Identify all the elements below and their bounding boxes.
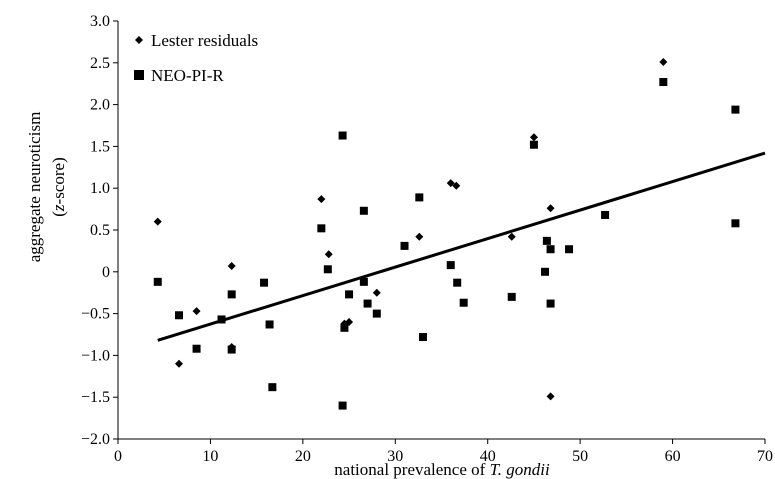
data-points bbox=[153, 57, 740, 410]
neo-pi-r-point bbox=[260, 278, 269, 287]
neo-pi-r-point bbox=[731, 105, 740, 114]
neo-pi-r-point bbox=[546, 299, 555, 308]
lester-residual-point bbox=[175, 359, 184, 368]
trend-line bbox=[157, 151, 766, 342]
x-tick-label: 0 bbox=[114, 448, 122, 465]
y-tick-label: −2.0 bbox=[81, 431, 110, 448]
legend-label: NEO-PI-R bbox=[151, 66, 224, 85]
lester-residual-point bbox=[546, 392, 555, 401]
y-axis-label-line2: (z-score) bbox=[49, 157, 68, 217]
neo-pi-r-point bbox=[359, 277, 368, 286]
neo-pi-r-point bbox=[507, 292, 516, 301]
lester-residual-point bbox=[324, 250, 333, 259]
neo-pi-r-point bbox=[659, 78, 668, 87]
y-tick-label: −1.5 bbox=[81, 389, 110, 406]
legend: Lester residuals NEO-PI-R bbox=[134, 31, 258, 85]
y-tick-label: 2.5 bbox=[90, 55, 110, 72]
neo-pi-r-point bbox=[338, 131, 347, 140]
x-tick-label: 40 bbox=[480, 448, 496, 465]
y-tick-label: 0 bbox=[102, 264, 110, 281]
legend-diamond-marker bbox=[135, 36, 143, 44]
y-axis-label-line1: aggregate neuroticism bbox=[25, 112, 44, 263]
y-tick-label: 0.5 bbox=[90, 222, 110, 239]
neo-pi-r-point bbox=[400, 241, 409, 250]
lester-residual-point bbox=[227, 261, 236, 270]
lester-residual-point bbox=[192, 307, 201, 316]
neo-pi-r-point bbox=[731, 219, 740, 228]
neo-pi-r-point bbox=[459, 298, 468, 307]
legend-square-marker bbox=[134, 70, 144, 80]
neo-pi-r-point bbox=[323, 265, 332, 274]
legend-label: Lester residuals bbox=[151, 31, 258, 50]
neo-pi-r-point bbox=[265, 320, 274, 329]
neo-pi-r-point bbox=[227, 290, 236, 299]
neo-pi-r-point bbox=[217, 315, 226, 324]
neo-pi-r-point bbox=[317, 224, 326, 233]
neo-pi-r-point bbox=[529, 140, 538, 149]
x-axis-label: national prevalence of T. gondii bbox=[334, 460, 550, 479]
neo-pi-r-point bbox=[546, 245, 555, 254]
lester-residual-point bbox=[372, 288, 381, 297]
lester-residual-point bbox=[659, 57, 668, 66]
neo-pi-r-point bbox=[359, 206, 368, 215]
neo-pi-r-point bbox=[415, 193, 424, 202]
y-tick-label: 1.5 bbox=[90, 138, 110, 155]
y-tick-labels: 3.0 2.5 2.0 1.5 1.0 0.5 0 −0.5 −1.0 −1.5 −2.0 bbox=[81, 13, 110, 448]
neo-pi-r-point bbox=[175, 311, 184, 320]
lester-residual-point bbox=[153, 217, 162, 226]
y-tick-label: 1.0 bbox=[90, 180, 110, 197]
lester-residual-point bbox=[507, 232, 516, 241]
lester-residual-point bbox=[546, 204, 555, 213]
neo-pi-r-point bbox=[363, 299, 372, 308]
neo-pi-r-point bbox=[453, 278, 462, 287]
neo-pi-r-point bbox=[345, 290, 354, 299]
neo-pi-r-point bbox=[446, 261, 455, 270]
neo-pi-r-point bbox=[542, 236, 551, 245]
neo-pi-r-point bbox=[541, 267, 550, 276]
lester-residual-point bbox=[317, 195, 326, 204]
neo-pi-r-point bbox=[338, 401, 347, 410]
y-tick-label: −1.0 bbox=[81, 347, 110, 364]
neo-pi-r-point bbox=[372, 309, 381, 318]
neo-pi-r-point bbox=[268, 383, 277, 392]
neo-pi-r-point bbox=[340, 323, 349, 332]
y-tick-label: 3.0 bbox=[90, 13, 110, 30]
neo-pi-r-point bbox=[419, 333, 428, 342]
x-tick-label: 10 bbox=[202, 448, 218, 465]
lester-residual-point bbox=[452, 181, 461, 190]
neo-pi-r-point bbox=[601, 210, 610, 219]
neo-pi-r-point bbox=[192, 344, 201, 353]
lester-residual-point bbox=[529, 133, 538, 142]
x-tick-label: 30 bbox=[387, 448, 403, 465]
y-tick-label: −0.5 bbox=[81, 306, 110, 323]
x-tick-label: 60 bbox=[665, 448, 681, 465]
x-tick-label: 70 bbox=[757, 448, 773, 465]
x-tick-label: 20 bbox=[295, 448, 311, 465]
neo-pi-r-point bbox=[227, 345, 236, 354]
y-tick-label: 2.0 bbox=[90, 97, 110, 114]
x-tick-labels: 0 10 20 30 40 50 60 70 bbox=[114, 448, 773, 465]
neo-pi-r-point bbox=[153, 277, 162, 286]
lester-residual-point bbox=[415, 232, 424, 241]
x-tick-label: 50 bbox=[572, 448, 588, 465]
lester-residual-point bbox=[446, 179, 455, 188]
neo-pi-r-point bbox=[565, 245, 574, 254]
axes bbox=[113, 20, 766, 444]
